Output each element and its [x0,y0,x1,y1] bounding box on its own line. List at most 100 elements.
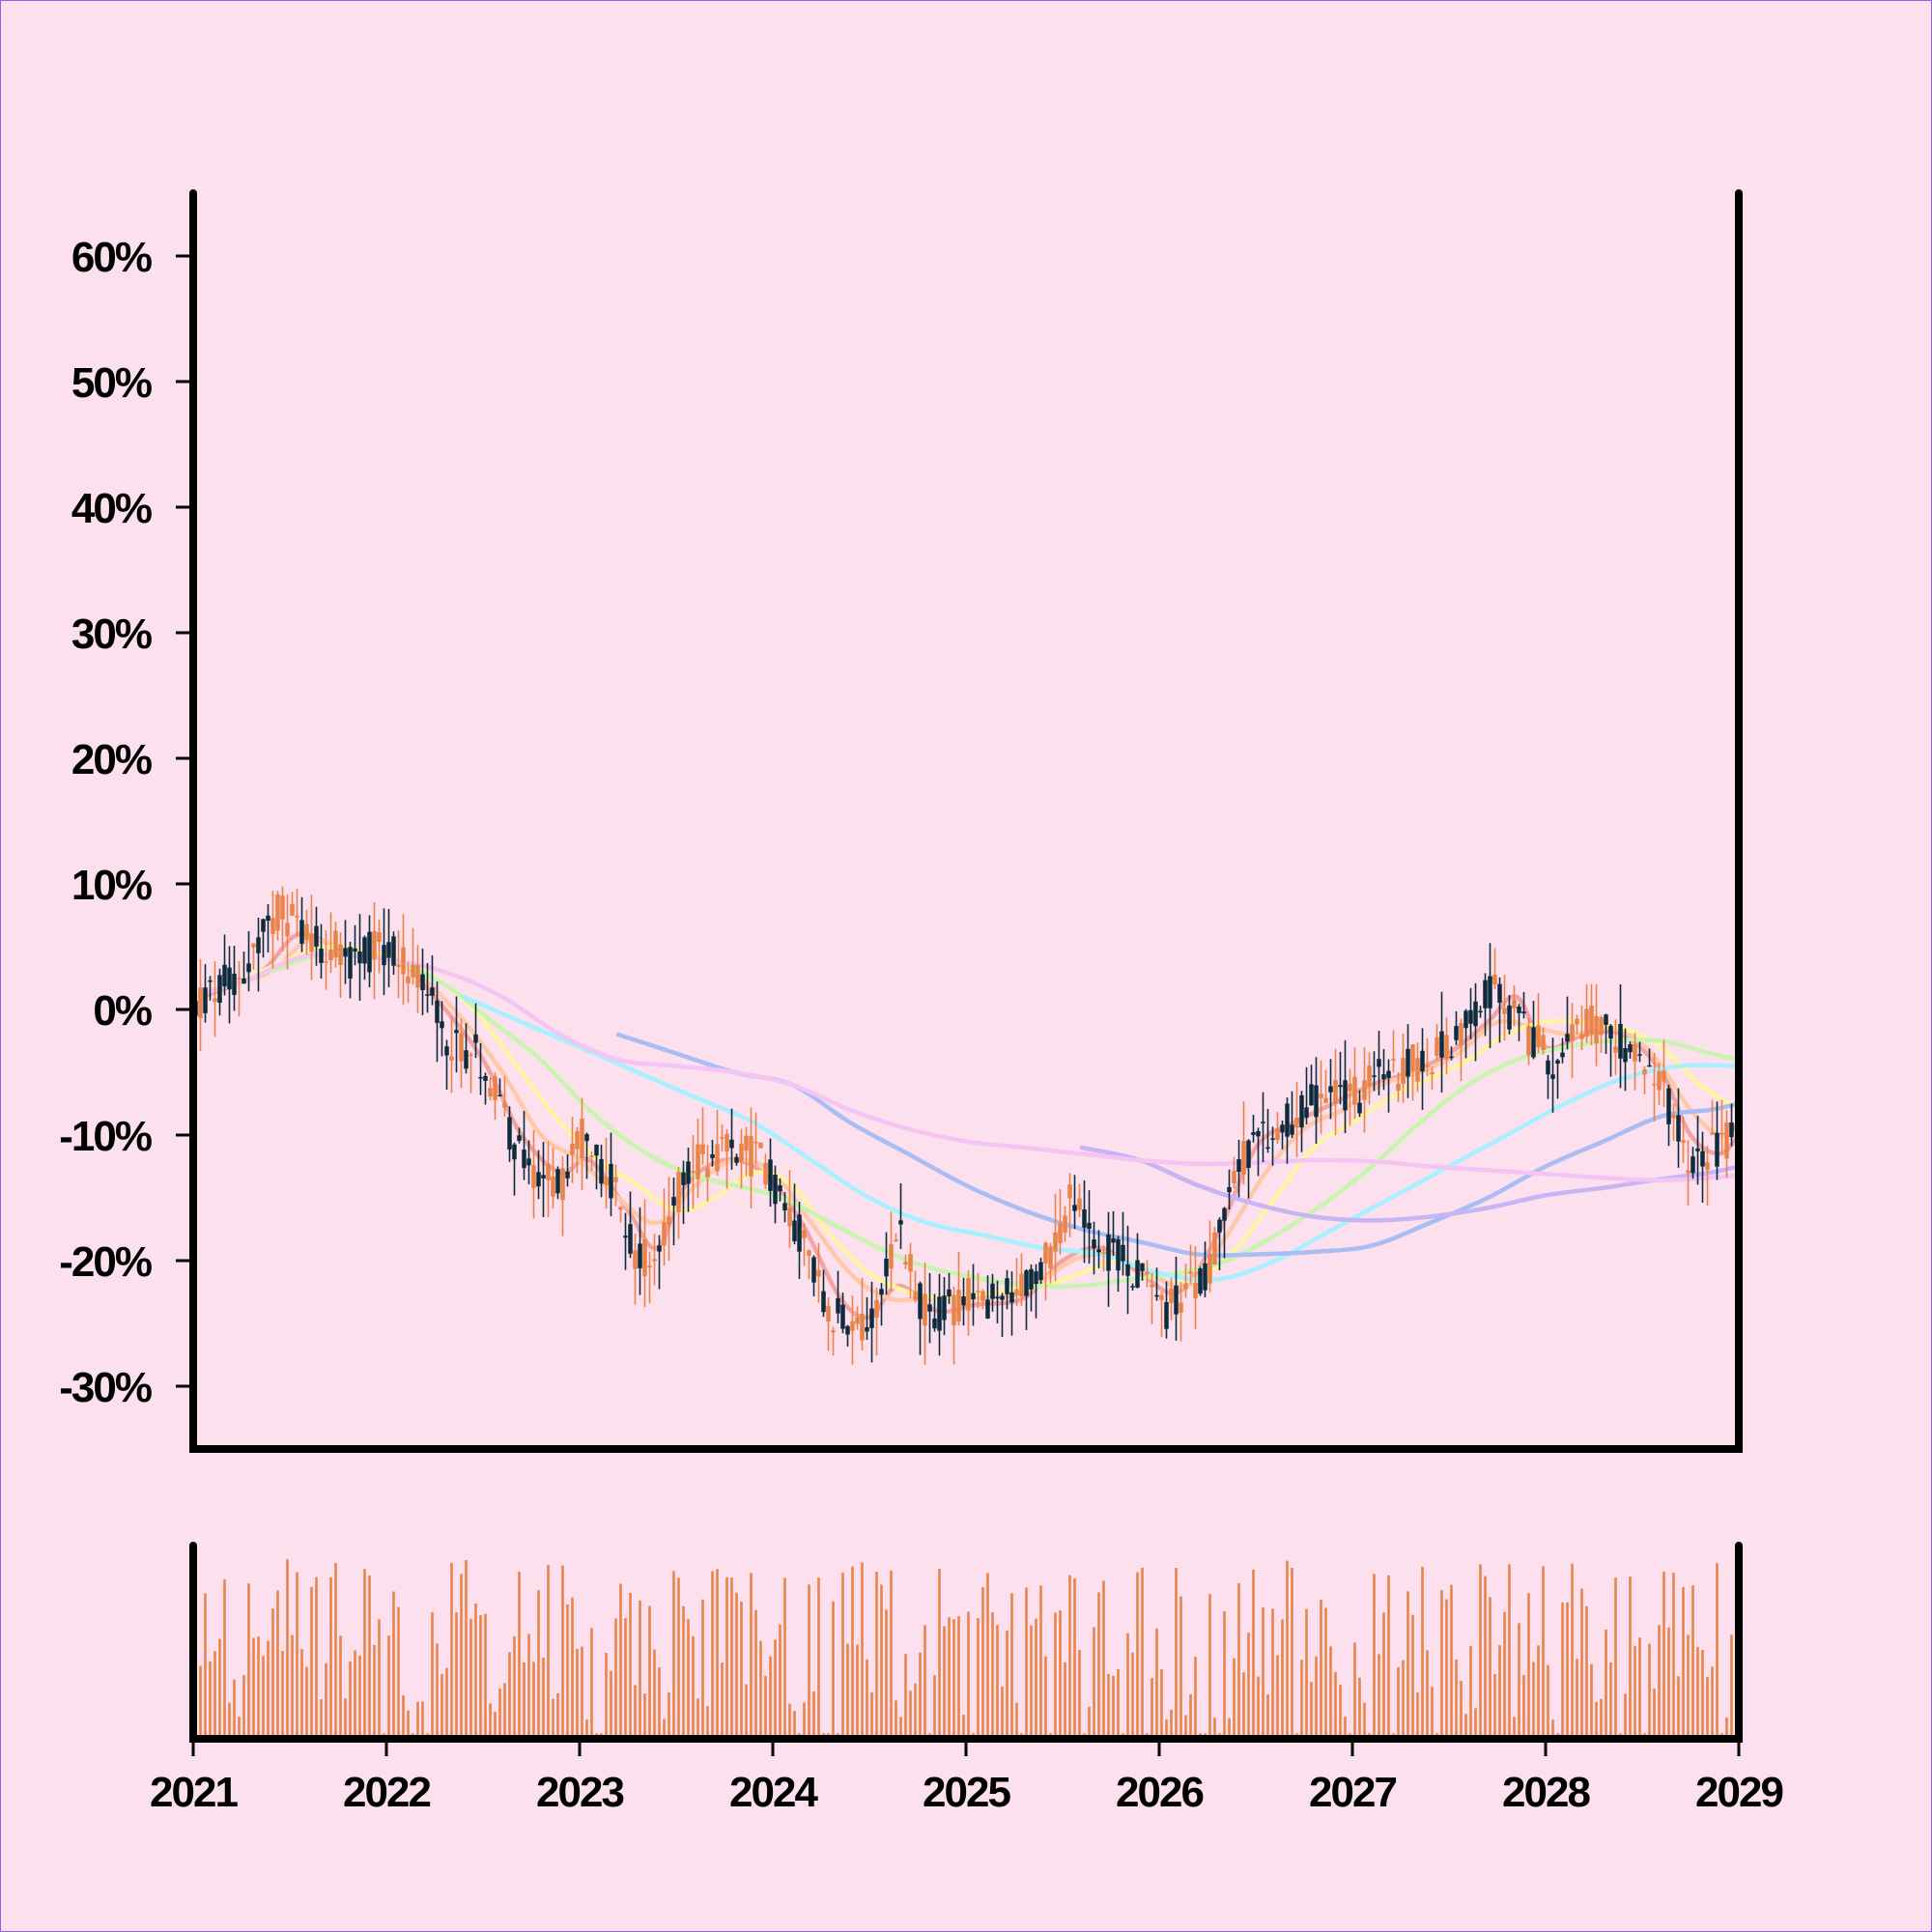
volume-bar [967,1611,970,1739]
volume-bar [469,1618,472,1739]
candle [1589,983,1594,1045]
volume-bar [397,1606,400,1739]
candle-body [430,987,435,996]
candle [618,1206,623,1223]
candle-body [348,947,353,979]
volume-bar [721,1662,724,1739]
volume-bar [1117,1668,1120,1739]
candle-body [478,1076,483,1079]
volume-bar [450,1562,453,1739]
candle-body [1671,1115,1676,1119]
candle-body [710,1154,715,1158]
volume-bar [1585,1605,1588,1739]
candle [377,920,382,974]
candle-body [676,1172,681,1213]
candle-body [1444,1035,1449,1060]
candle [1319,1060,1323,1134]
volume-bar [204,1593,207,1739]
candle [217,968,222,1016]
volume-bar [242,1675,245,1739]
candle-body [580,1118,584,1158]
price-panel-axes [189,189,1743,1453]
candle-body [1005,1278,1009,1294]
candle [860,1277,865,1351]
volume-bar [875,1572,878,1739]
volume-bar [1508,1564,1511,1739]
candle-body [1468,1009,1473,1024]
candle [724,1128,729,1189]
candle [913,1270,918,1303]
volume-bar [861,1562,864,1739]
volume-bar [1247,1633,1250,1739]
candle [1507,995,1512,1035]
candle [493,1071,497,1121]
volume-bar [262,1656,265,1739]
candle [1106,1211,1111,1307]
candle-body [1686,1170,1690,1174]
candle-body [715,1144,720,1172]
candle-body [353,948,357,952]
candle-body [1208,1254,1212,1284]
candle-body [222,964,227,987]
volume-bar [890,1570,893,1739]
candle-body [1092,1239,1096,1249]
volume-bar [1334,1671,1337,1739]
volume-bar [1213,1718,1216,1739]
volume-bar [1358,1677,1361,1739]
volume-bar [1406,1591,1409,1739]
candle-body [865,1326,869,1332]
candle-body [1294,1117,1299,1128]
candle [744,1126,749,1177]
candle [676,1167,681,1239]
candle-body [686,1161,691,1184]
candle [1381,1049,1386,1091]
candle-body [826,1305,831,1321]
volume-bar [1344,1717,1347,1739]
candle-body [328,949,333,961]
candle [1604,1013,1608,1055]
volume-bar [286,1559,289,1739]
volume-bar [1527,1593,1530,1739]
x-tick-label: 2024 [729,1769,818,1816]
volume-bar [808,1584,810,1739]
candle [1029,1264,1034,1312]
candle [526,1140,531,1185]
candle-body [599,1158,604,1184]
volume-bar [440,1673,443,1739]
volume-bar [300,1649,303,1739]
volume-bar [701,1599,704,1739]
candle-body [1483,980,1488,1009]
volume-bar [1547,1664,1549,1739]
candle-body [773,1174,778,1205]
candle-body [1381,1074,1386,1080]
volume-bar [209,1661,212,1739]
volume-bar [1165,1719,1168,1739]
volume-bar [1440,1590,1443,1739]
volume-bar [668,1692,670,1739]
candle-body [507,1117,512,1150]
volume-bar [228,1702,231,1739]
volume-bar [619,1583,622,1739]
candle [1579,1005,1584,1051]
candle [1299,1091,1304,1152]
volume-bar [267,1640,270,1739]
candle-body [758,1142,763,1149]
candle [720,1123,724,1152]
candle-body [1425,1065,1430,1067]
candle [826,1296,831,1351]
volume-bar [218,1638,221,1739]
candle [1236,1139,1241,1198]
candle [1700,1131,1705,1204]
candle [1608,1024,1613,1077]
candle-body [1705,1162,1710,1170]
volume-bar [624,1618,627,1739]
candle-body [898,1220,903,1225]
volume-bar [1484,1576,1487,1739]
candle [1280,1120,1285,1150]
candle [1285,1097,1290,1164]
candle [285,894,290,970]
candle [488,1077,493,1100]
candle-body [903,1262,908,1265]
candle [565,1153,570,1187]
candle-body [266,915,270,922]
